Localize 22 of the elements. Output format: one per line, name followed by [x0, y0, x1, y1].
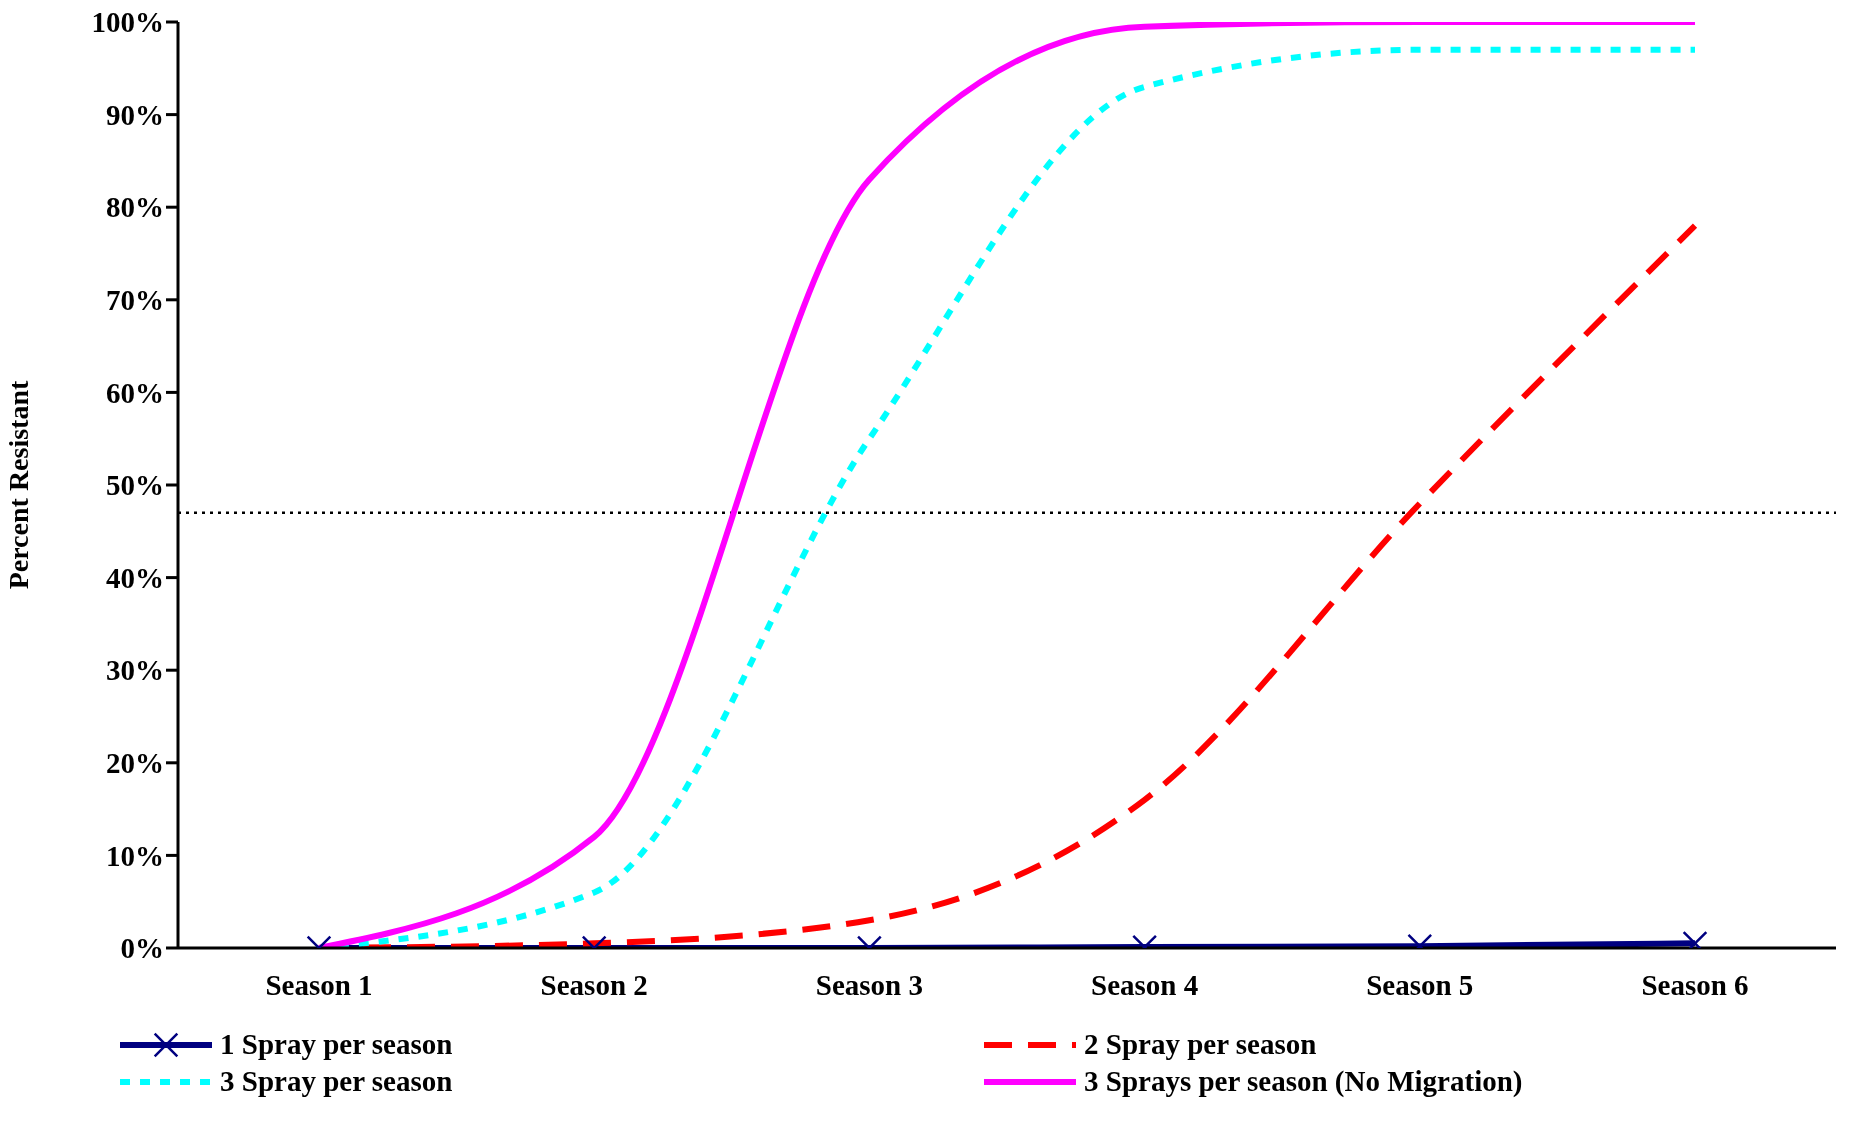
y-tick-label: 70% — [106, 284, 164, 317]
x-tick-label: Season 5 — [1366, 968, 1474, 1001]
x-tick-label: Season 3 — [815, 968, 923, 1001]
x-tick-label: Season 6 — [1641, 968, 1749, 1001]
y-tick-label: 60% — [106, 376, 164, 409]
x-tick-label: Season 2 — [540, 968, 648, 1001]
legend-label: 2 Spray per season — [1084, 1028, 1317, 1061]
y-tick-label: 90% — [106, 98, 164, 131]
y-tick-label: 0% — [120, 932, 164, 965]
legend-label: 3 Spray per season — [220, 1065, 453, 1098]
legend-label: 1 Spray per season — [220, 1028, 453, 1061]
y-tick-label: 40% — [106, 561, 164, 594]
x-tick-label: Season 4 — [1091, 968, 1199, 1001]
y-tick-label: 20% — [106, 747, 164, 780]
y-tick-label: 30% — [106, 654, 164, 687]
y-tick-label: 100% — [91, 6, 164, 39]
legend-label: 3 Sprays per season (No Migration) — [1084, 1065, 1523, 1098]
y-axis-title: Percent Resistant — [2, 380, 34, 590]
x-tick-label: Season 1 — [265, 968, 373, 1001]
y-tick-label: 50% — [106, 469, 164, 502]
y-tick-label: 80% — [106, 191, 164, 224]
y-tick-label: 10% — [106, 839, 164, 872]
